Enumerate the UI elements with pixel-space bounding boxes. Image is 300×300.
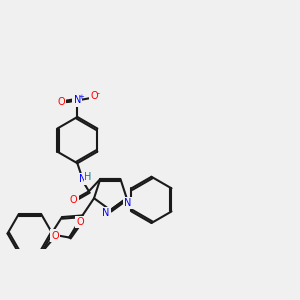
Text: +: + [79,94,85,100]
Text: N: N [74,95,81,106]
Text: O: O [76,217,84,227]
Text: O: O [90,91,98,100]
Text: O: O [57,97,64,107]
Text: O: O [70,194,77,205]
Text: N: N [102,208,110,218]
Text: H: H [84,172,92,182]
Text: -: - [97,89,100,98]
Text: N: N [124,198,132,208]
Text: N: N [79,174,86,184]
Text: O: O [51,231,59,241]
